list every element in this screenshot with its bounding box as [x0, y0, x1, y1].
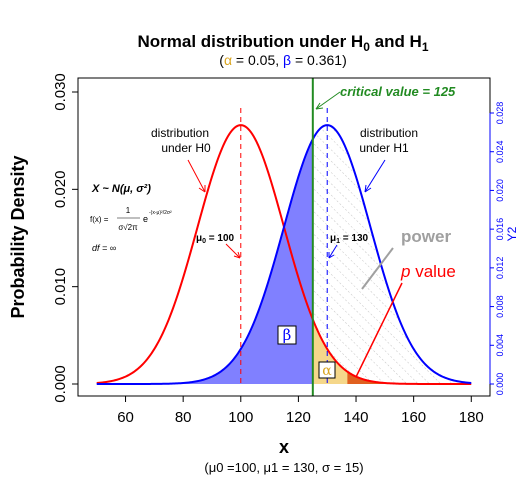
beta-area — [96, 139, 313, 384]
p-value-area — [347, 371, 472, 384]
h0-label-line2: under H0 — [161, 141, 211, 155]
power-area — [312, 125, 472, 384]
alpha-symbol: α — [224, 52, 232, 68]
y2-axis: 0.000 0.004 0.008 0.012 0.016 0.020 0.024 0.028 — [489, 102, 505, 396]
alpha-box-symbol: α — [322, 363, 332, 379]
h1-label-line2: under H1 — [359, 141, 409, 155]
formula-fx: f(x) = — [90, 215, 109, 224]
mu1-arrowhead — [328, 252, 335, 259]
h0-label-arrow — [187, 159, 206, 193]
y2-axis-label: Y2 — [505, 226, 519, 241]
beta-box-symbol: β — [283, 326, 292, 344]
alpha-box — [318, 361, 336, 379]
y2-tick-label: 0.008 — [495, 295, 505, 318]
y-axis-label: Probability Density — [8, 155, 28, 318]
formula-numerator: 1 — [126, 206, 131, 215]
x-tick-label: 80 — [175, 409, 192, 426]
mu1-arrow — [328, 244, 338, 259]
mu0-arrow — [225, 243, 241, 259]
power-label: power — [401, 227, 451, 246]
beta-symbol: β — [283, 52, 291, 68]
y2-tick-label: 0.016 — [495, 218, 505, 241]
chart-title: Normal distribution under H0 and H1 — [137, 32, 428, 54]
density-curves — [96, 124, 472, 385]
critical-value-arrowhead — [315, 102, 324, 110]
x-tick-label: 160 — [401, 409, 426, 426]
y2-tick-label: 0.000 — [495, 373, 505, 396]
y2-tick-label: 0.028 — [495, 102, 505, 125]
caption: (μ0 =100, μ1 = 130, σ = 15) — [204, 460, 363, 475]
x-axis-label: x — [279, 437, 289, 457]
x-tick-label: 180 — [459, 409, 484, 426]
mu0-label: μ0 = 100 — [196, 233, 235, 245]
formula-exp: e — [143, 214, 148, 224]
reference-lines — [240, 78, 328, 396]
x-tick-label: 120 — [286, 409, 311, 426]
y-tick-label: 0.010 — [52, 268, 69, 306]
x-tick-label: 140 — [344, 409, 369, 426]
h0-label-line1: distribution — [151, 126, 209, 140]
formula-distribution: X ~ N(μ, σ²) — [91, 183, 151, 195]
y2-tick-label: 0.004 — [495, 334, 505, 357]
mu1-label: μ1 = 130 — [330, 233, 369, 245]
x-axis: 60 80 100 120 140 160 180 — [117, 395, 484, 426]
p-value-pointer — [355, 282, 403, 378]
critical-value-arrow — [315, 91, 341, 110]
y-axis: 0.000 0.010 0.020 0.030 — [52, 73, 79, 403]
critical-value-label: critical value = 125 — [340, 84, 456, 99]
beta-box — [277, 325, 297, 345]
y-tick-label: 0.000 — [52, 365, 69, 403]
y-tick-label: 0.030 — [52, 73, 69, 111]
power-pointer — [361, 247, 394, 290]
mu0-arrowhead — [233, 251, 241, 259]
h1-label-arrow — [364, 159, 386, 193]
area-fills — [96, 125, 472, 384]
y2-tick-label: 0.024 — [495, 140, 505, 163]
h1-label-arrowhead — [364, 184, 372, 193]
x-tick-label: 100 — [228, 409, 253, 426]
chart-subtitle: (α = 0.05, β = 0.361) — [219, 52, 346, 68]
formula-denominator: σ√2π — [118, 223, 138, 232]
x-tick-label: 60 — [117, 409, 134, 426]
formula-exp-sup: -(x-μ)²/2σ² — [149, 210, 172, 216]
p-value-label: p value — [400, 262, 456, 281]
h1-curve — [96, 124, 472, 385]
y2-tick-label: 0.012 — [495, 257, 505, 280]
formula-df: df = ∞ — [92, 243, 116, 253]
y-tick-label: 0.020 — [52, 171, 69, 209]
y2-tick-label: 0.020 — [495, 179, 505, 202]
h0-label-arrowhead — [198, 185, 206, 193]
h1-label-line1: distribution — [360, 126, 418, 140]
